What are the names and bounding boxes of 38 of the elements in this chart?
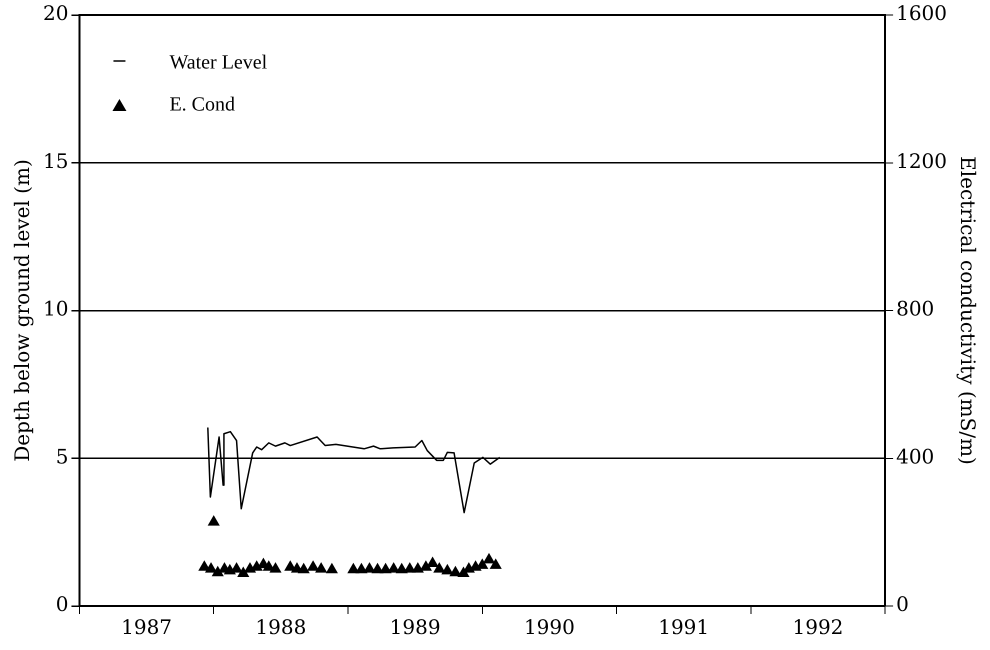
point <box>269 562 282 573</box>
x-tick-label: 1988 <box>255 615 306 640</box>
y-tick-label: 20 <box>42 1 68 26</box>
y2-axis-title: Electrical conductivity (mS/m) <box>956 156 980 465</box>
point <box>315 562 328 573</box>
point <box>212 566 224 576</box>
y2-tick-label: 400 <box>896 444 934 468</box>
point <box>380 562 392 574</box>
x-tick-label: 1991 <box>658 615 710 640</box>
legend-label: E. Cond <box>169 93 236 116</box>
point <box>441 564 454 574</box>
point <box>355 562 368 574</box>
point <box>307 560 320 571</box>
point <box>237 566 250 577</box>
y-axis-title: Depth below ground level (m) <box>10 159 34 462</box>
y2-tick-label: 800 <box>896 296 934 321</box>
point <box>490 558 502 569</box>
point <box>433 562 446 573</box>
legend-label: Water Level <box>169 51 268 74</box>
x-tick-label: 1987 <box>121 615 172 640</box>
y2-tick-label: 1600 <box>896 1 948 26</box>
y2-tick-label: 0 <box>896 592 909 616</box>
point <box>326 562 338 574</box>
point <box>426 556 439 568</box>
y-tick-label: 5 <box>56 444 68 468</box>
x-tick-label: 1990 <box>524 615 575 640</box>
point <box>482 552 496 564</box>
y-tick-label: 10 <box>42 296 68 321</box>
point <box>396 562 408 574</box>
point <box>208 515 220 526</box>
point <box>449 566 462 576</box>
x-tick-label: 1992 <box>792 615 844 640</box>
point <box>412 562 424 573</box>
point <box>298 562 310 574</box>
y-tick-label: 15 <box>42 148 68 173</box>
y-tick-label: 0 <box>56 592 68 616</box>
x-tick-label: 1989 <box>390 615 441 640</box>
y2-tick-label: 1200 <box>896 148 948 173</box>
